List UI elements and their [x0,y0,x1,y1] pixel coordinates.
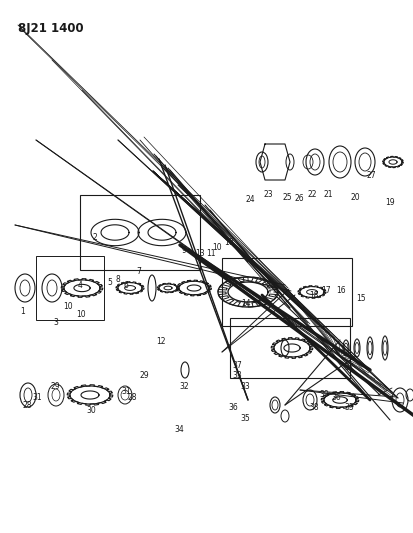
Text: 31: 31 [32,393,42,401]
Text: 13: 13 [195,249,205,257]
Text: 34: 34 [175,425,185,433]
Bar [230,318,350,378]
Text: 24: 24 [245,196,255,204]
Text: 30: 30 [86,406,96,415]
Text: 4: 4 [78,281,83,289]
Text: 9: 9 [181,246,186,255]
Text: 19: 19 [385,198,395,207]
Text: 10: 10 [224,238,234,247]
Text: 35: 35 [241,414,251,423]
Text: 28: 28 [22,401,32,409]
Text: 38: 38 [309,403,319,412]
Text: 32: 32 [179,382,189,391]
Text: 39: 39 [319,390,329,399]
Text: 33: 33 [241,382,251,391]
Text: 3: 3 [53,318,58,327]
Text: 27: 27 [367,172,377,180]
Text: 8: 8 [115,276,120,284]
Text: 1: 1 [20,308,25,316]
Text: 10: 10 [76,310,85,319]
Bar [36,256,104,320]
Text: 21: 21 [323,190,333,199]
Text: 37: 37 [233,361,242,369]
Text: 14: 14 [241,300,251,308]
Text: 15: 15 [356,294,366,303]
Text: 7: 7 [136,268,141,276]
Text: 37: 37 [344,364,354,372]
Text: 22: 22 [307,190,317,199]
Text: 11: 11 [206,249,216,257]
Text: 31: 31 [121,387,131,396]
Text: 10: 10 [212,244,222,252]
Text: 25: 25 [282,193,292,201]
Text: 36: 36 [228,403,238,412]
Text: 28: 28 [127,393,137,401]
Text: 12: 12 [156,337,166,345]
Text: 2: 2 [93,233,97,241]
Text: 33: 33 [233,372,242,380]
Text: 26: 26 [294,194,304,203]
Text: 29: 29 [51,382,61,391]
Text: 16: 16 [336,286,346,295]
Text: 5: 5 [107,278,112,287]
Text: 18: 18 [309,292,319,300]
Text: 23: 23 [263,190,273,199]
Bar [222,258,352,326]
Text: 20: 20 [350,193,360,201]
Text: 35: 35 [344,403,354,412]
Text: 6: 6 [123,281,128,289]
Text: 8J21 1400: 8J21 1400 [18,22,83,35]
Text: 36: 36 [332,393,342,401]
Text: 29: 29 [140,372,150,380]
Text: 17: 17 [321,286,331,295]
Text: 10: 10 [63,302,73,311]
Bar [80,195,200,270]
